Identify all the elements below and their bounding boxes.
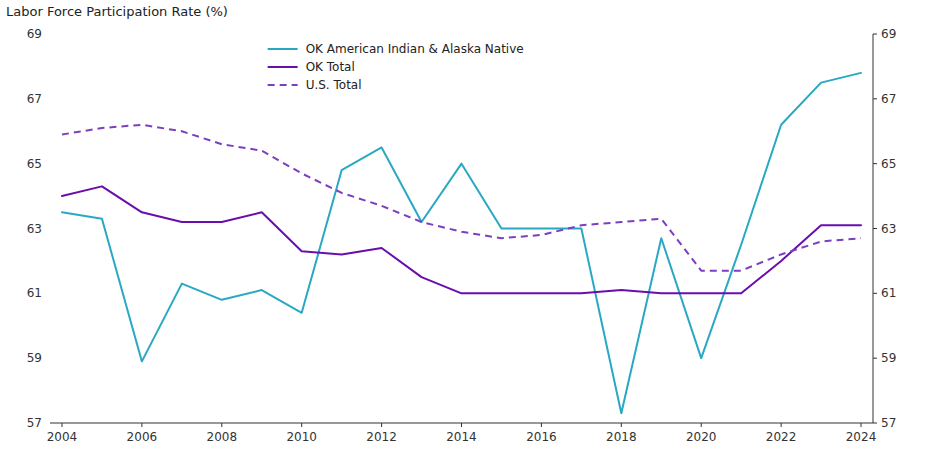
x-tick [621,423,622,427]
y-tick-label: 67 [27,92,42,106]
legend-label: U.S. Total [306,78,362,92]
legend-swatch [268,84,298,86]
y-tick-label: 61 [27,286,42,300]
y-tick [873,423,877,424]
y-tick [873,293,877,294]
x-tick-label: 2022 [766,430,797,444]
y-tick-label-right: 61 [881,286,896,300]
y-axis-label: Labor Force Participation Rate (%) [6,4,228,19]
x-tick-label: 2006 [127,430,158,444]
y-tick-label-right: 67 [881,92,896,106]
series-line [62,125,861,271]
x-tick [141,423,142,427]
y-tick [873,163,877,164]
y-tick-label: 69 [27,27,42,41]
y-tick-label: 65 [27,157,42,171]
axes: 2004 2006 2008 2010 2012 2014 2016 2018 2020 2022… [27,27,897,444]
x-tick [301,423,302,427]
x-tick-label: 2024 [846,430,877,444]
y-tick [873,228,877,229]
y-tick-label-right: 59 [881,351,896,365]
x-tick-label: 2010 [286,430,317,444]
y-tick [873,34,877,35]
x-tick [461,423,462,427]
x-tick-label: 2014 [446,430,477,444]
chart: Labor Force Participation Rate (%)200420… [0,0,925,459]
legend-swatch [268,48,298,50]
series-line [62,73,861,413]
y-tick-label: 63 [27,222,42,236]
x-tick-label: 2020 [686,430,717,444]
x-tick-label: 2012 [366,430,397,444]
x-tick [861,423,862,427]
x-tick [781,423,782,427]
legend-label: OK Total [306,60,355,74]
legend: OK American Indian & Alaska Native OK Tot… [268,42,524,92]
x-tick-label: 2016 [526,430,557,444]
y-tick-label: 57 [27,416,42,430]
y-tick-label: 59 [27,351,42,365]
legend-label: OK American Indian & Alaska Native [306,42,524,56]
background [0,0,925,459]
x-tick [541,423,542,427]
y-tick-label-right: 69 [881,27,896,41]
y-tick-label-right: 63 [881,222,896,236]
x-tick-label: 2018 [606,430,637,444]
y-tick-label-right: 57 [881,416,896,430]
x-tick-label: 2008 [207,430,238,444]
x-tick [61,423,62,427]
x-tick [381,423,382,427]
x-tick [701,423,702,427]
x-tick-label: 2004 [47,430,78,444]
legend-swatch [268,66,298,68]
y-tick [873,358,877,359]
y-tick [873,98,877,99]
series-line [62,186,861,293]
x-tick [221,423,222,427]
plot-area [62,73,861,413]
y-tick-label-right: 65 [881,157,896,171]
